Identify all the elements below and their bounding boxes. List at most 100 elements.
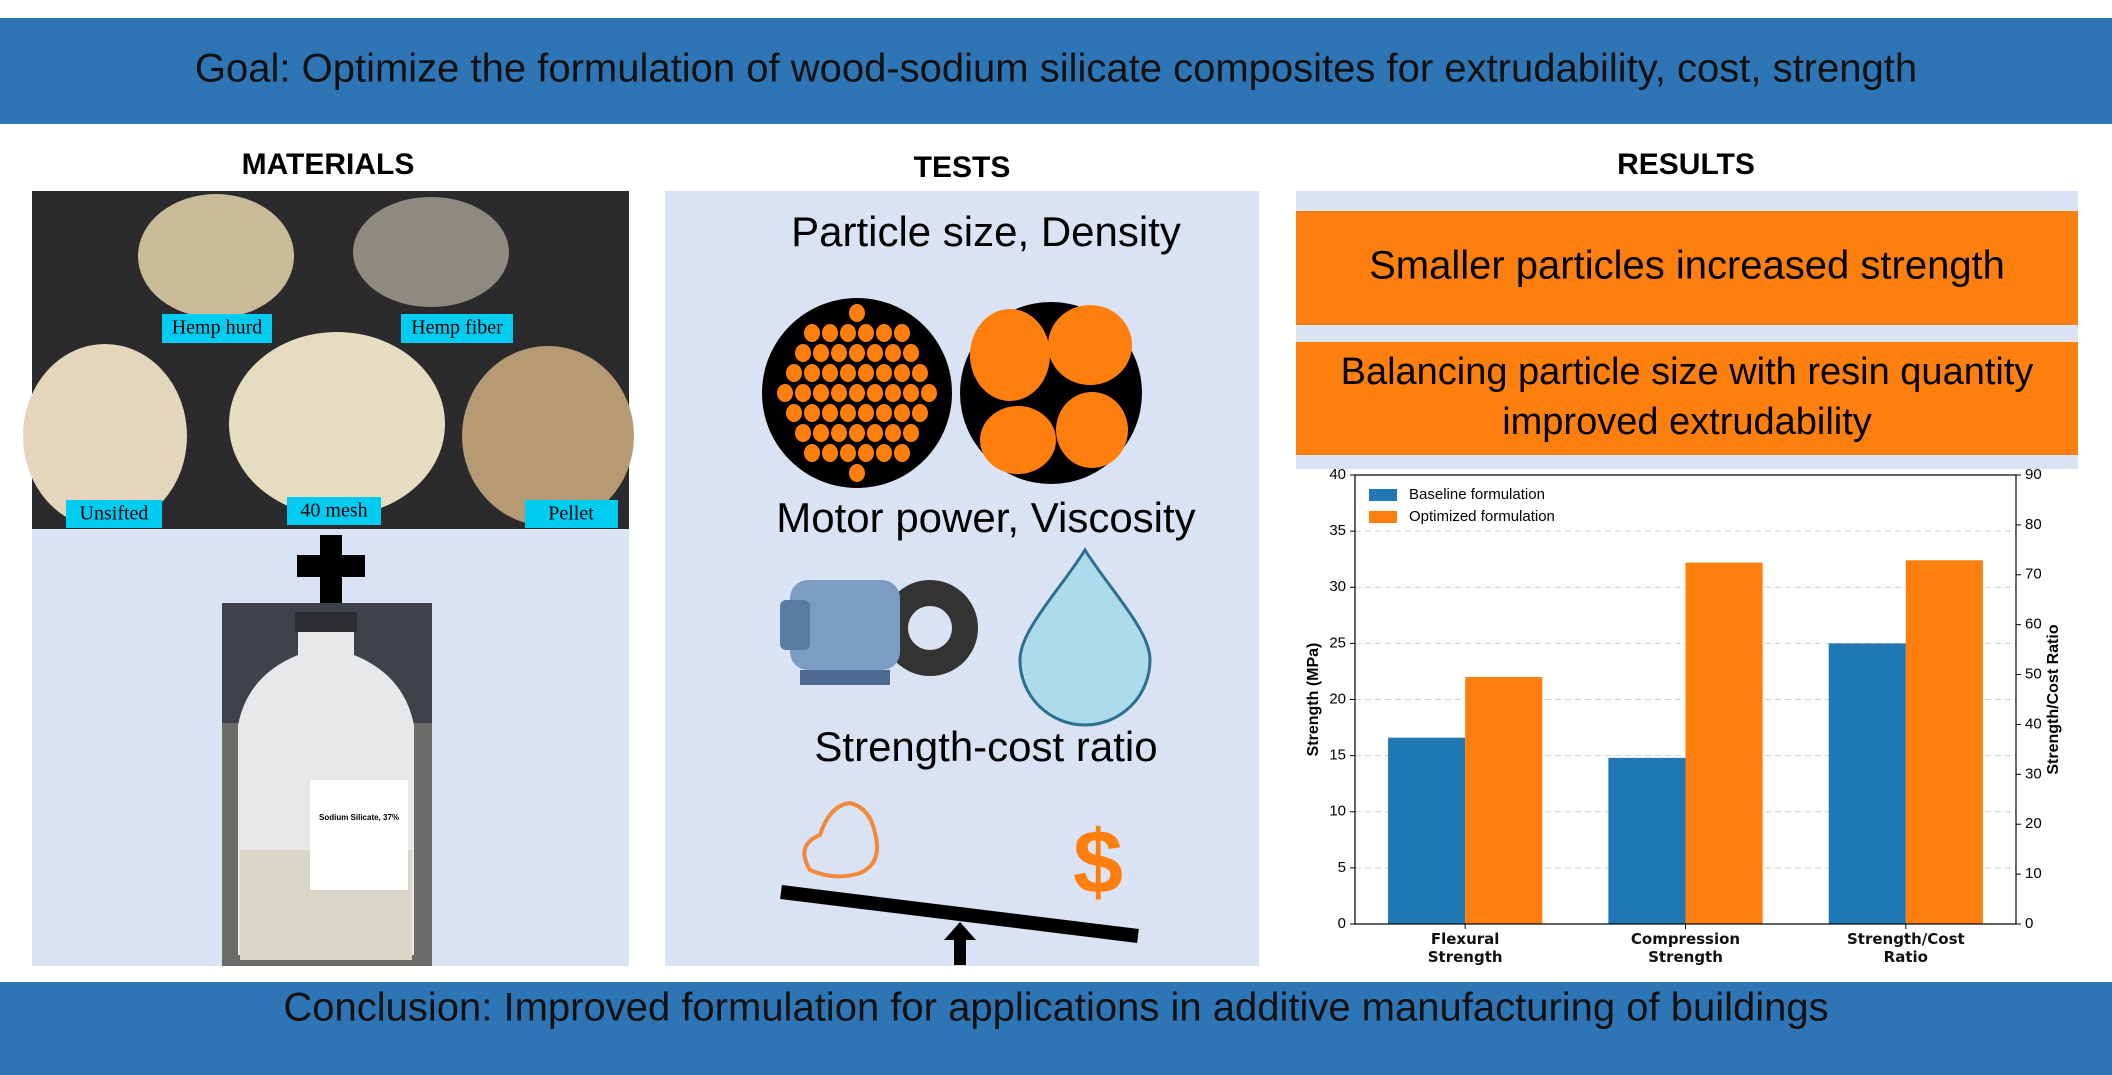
small-particle xyxy=(822,364,838,382)
small-particle xyxy=(921,384,937,402)
y-tick-label: 30 xyxy=(1329,578,1346,595)
small-particle xyxy=(840,444,856,462)
y2-tick-label: 50 xyxy=(2025,666,2042,683)
small-particle xyxy=(876,404,892,422)
conclusion: Conclusion: Improved formulation for app… xyxy=(283,986,1828,1030)
plot-frame xyxy=(1354,474,2017,925)
finding-box xyxy=(1296,211,2078,325)
small-particle xyxy=(831,384,847,402)
small-particle xyxy=(876,444,892,462)
heading: TESTS xyxy=(914,151,1011,184)
small-particle xyxy=(885,384,901,402)
goal-title: Goal: Optimize the formulation of wood-s… xyxy=(195,47,1917,91)
label-box xyxy=(401,314,513,343)
bar xyxy=(1905,560,1983,924)
small-particle xyxy=(795,344,811,362)
small-particle xyxy=(813,424,829,442)
finding: Smaller particles increased strength xyxy=(1369,244,2005,288)
small-particle xyxy=(831,424,847,442)
small-particle xyxy=(813,344,829,362)
small-particle xyxy=(840,404,856,422)
small-particle xyxy=(795,384,811,402)
y-tick-label: 10 xyxy=(1329,803,1346,820)
bottom-banner xyxy=(0,982,2112,1075)
legend-swatch xyxy=(1369,511,1397,523)
small-particle xyxy=(912,364,928,382)
small-particle xyxy=(867,344,883,362)
small-particle xyxy=(876,364,892,382)
bar xyxy=(1828,643,1906,924)
x-tick-label: Compression Strength xyxy=(1630,930,1741,966)
small-particle xyxy=(876,324,892,342)
y-tick-label: 40 xyxy=(1329,466,1346,483)
small-particle xyxy=(885,424,901,442)
top-banner xyxy=(0,18,2112,124)
large-particle xyxy=(1048,305,1132,385)
small-particle xyxy=(822,324,838,342)
small-particle xyxy=(786,404,802,422)
bar xyxy=(1608,757,1686,924)
y-tick-label: 5 xyxy=(1338,859,1346,876)
motor-base xyxy=(800,670,890,685)
gear-hole xyxy=(908,606,952,650)
y2-tick-label: 0 xyxy=(2025,915,2033,932)
x-tick-label: Strength/Cost Ratio xyxy=(1846,930,1965,966)
small-particle xyxy=(885,344,901,362)
fulcrum-arrow xyxy=(944,922,976,965)
motor-body xyxy=(790,580,900,670)
small-particle xyxy=(804,404,820,422)
label-box xyxy=(287,497,381,525)
small-particle xyxy=(840,324,856,342)
test-item: Particle size, Density xyxy=(791,208,1181,255)
small-particle xyxy=(894,404,910,422)
heading: MATERIALS xyxy=(242,148,415,181)
material-label: Unsifted xyxy=(80,503,149,525)
y2-tick-label: 80 xyxy=(2025,516,2042,533)
label-box xyxy=(66,500,162,528)
small-particle xyxy=(804,444,820,462)
y2-tick-label: 10 xyxy=(2025,865,2042,882)
bottle-cap xyxy=(295,612,357,632)
large-particle xyxy=(980,406,1056,474)
y-tick-label: 20 xyxy=(1329,690,1346,707)
heading: RESULTS xyxy=(1617,148,1755,181)
y-tick-label: 15 xyxy=(1329,747,1346,764)
y2-tick-label: 60 xyxy=(2025,616,2042,633)
large-particle xyxy=(1056,392,1128,468)
y-tick-label: 25 xyxy=(1329,634,1346,651)
muscle-icon xyxy=(802,800,880,879)
material-label: Hemp fiber xyxy=(411,317,503,339)
small-particle xyxy=(849,424,865,442)
y-tick-label: 35 xyxy=(1329,522,1346,539)
small-particle xyxy=(912,404,928,422)
bar xyxy=(1685,562,1763,924)
viscosity-drop xyxy=(1018,547,1152,727)
y-axis-label: Strength (MPa) xyxy=(1305,643,1322,757)
small-particle xyxy=(858,364,874,382)
finding: Balancing particle size with resin quant… xyxy=(1341,351,2034,393)
small-particle xyxy=(777,384,793,402)
small-particle xyxy=(849,344,865,362)
small-particle xyxy=(822,444,838,462)
y2-axis-label: Strength/Cost Ratio xyxy=(2045,624,2062,774)
x-tick-label: Flexural Strength xyxy=(1427,930,1503,966)
material-label: Pellet xyxy=(548,503,594,525)
bottle-label-text: Sodium Silicate, 37% xyxy=(319,813,399,822)
bottle-label xyxy=(310,780,408,890)
y2-tick-label: 20 xyxy=(2025,815,2042,832)
small-particle xyxy=(840,364,856,382)
small-particle xyxy=(858,444,874,462)
bar xyxy=(1388,737,1466,924)
pile xyxy=(138,194,294,318)
motor-icon xyxy=(780,580,978,685)
balance-beam xyxy=(780,885,1139,943)
pile xyxy=(462,346,634,526)
small-particle xyxy=(858,324,874,342)
small-particle xyxy=(867,424,883,442)
small-particle xyxy=(795,424,811,442)
test-item: Motor power, Viscosity xyxy=(776,494,1195,541)
small-particle xyxy=(849,384,865,402)
y-tick-label: 0 xyxy=(1338,915,1346,932)
